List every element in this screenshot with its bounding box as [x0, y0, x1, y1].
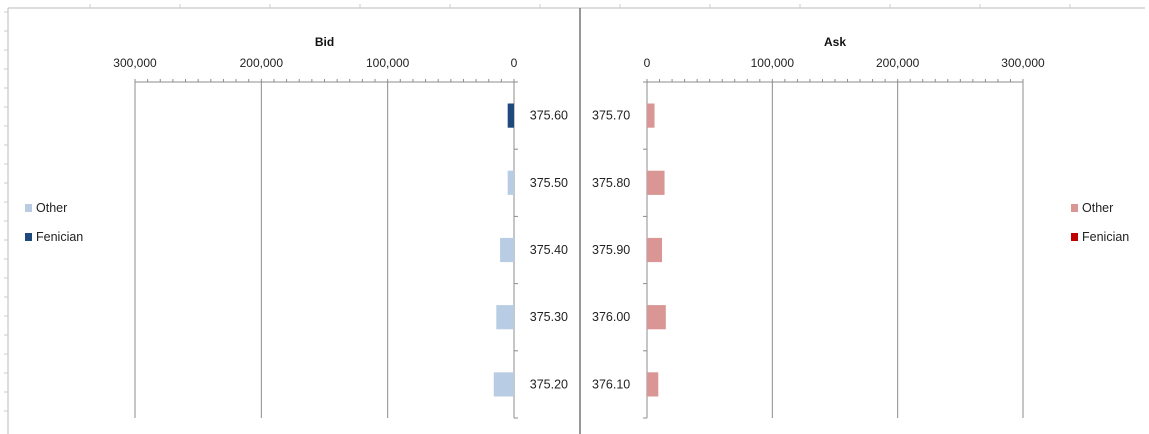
- ask-bar-other: [647, 372, 659, 397]
- bid-x-tick-label: 200,000: [240, 56, 284, 70]
- chart-frame: [4, 4, 1145, 434]
- bid-bar-other: [493, 372, 514, 397]
- ask-category-label: 375.80: [592, 176, 630, 190]
- ask-bar-other: [647, 237, 663, 263]
- ask-bar-other: [647, 170, 665, 195]
- ask-category-label: 375.70: [592, 109, 630, 123]
- bid-bar-other: [496, 305, 514, 330]
- ask-category-label: 375.90: [592, 243, 630, 257]
- bid-legend-swatch: [25, 233, 32, 241]
- ask-chart-title: Ask: [824, 35, 846, 49]
- ask-legend-swatch: [1071, 233, 1078, 241]
- ask-legend-swatch: [1071, 204, 1078, 212]
- bid-legend-label: Fenician: [36, 230, 83, 244]
- bid-x-tick-label: 300,000: [113, 56, 157, 70]
- bid-bar-fenician: [507, 103, 514, 128]
- ask-bar-other: [647, 305, 666, 330]
- ask-x-tick-label: 300,000: [1001, 56, 1045, 70]
- bid-x-tick-label: 0: [511, 56, 518, 70]
- bid-category-label: 375.50: [530, 176, 568, 190]
- bid-category-label: 375.30: [530, 310, 568, 324]
- bid-chart: Bid 300,000 200,000 100,000 0 375.60 375.50 375…: [25, 35, 568, 419]
- ask-legend-label: Other: [1082, 201, 1113, 215]
- ask-legend-label: Fenician: [1082, 230, 1129, 244]
- bid-category-label: 375.40: [530, 243, 568, 257]
- bid-category-label: 375.20: [530, 377, 568, 391]
- ask-category-label: 376.10: [592, 377, 630, 391]
- ask-bar-other: [647, 103, 655, 128]
- bid-legend-label: Other: [36, 201, 67, 215]
- bid-bar-other: [500, 237, 514, 263]
- bid-legend-swatch: [25, 204, 32, 212]
- ask-x-tick-label: 200,000: [876, 56, 920, 70]
- ask-category-label: 376.00: [592, 310, 630, 324]
- bid-category-label: 375.60: [530, 109, 568, 123]
- bid-x-tick-label: 100,000: [366, 56, 410, 70]
- ask-x-tick-label: 100,000: [751, 56, 795, 70]
- ask-chart: Ask 0 100,000 200,000 300,000 375.70 375.80 375…: [592, 35, 1129, 419]
- ask-x-tick-label: 0: [644, 56, 651, 70]
- bid-chart-title: Bid: [315, 35, 334, 49]
- bid-bar-other: [507, 170, 514, 195]
